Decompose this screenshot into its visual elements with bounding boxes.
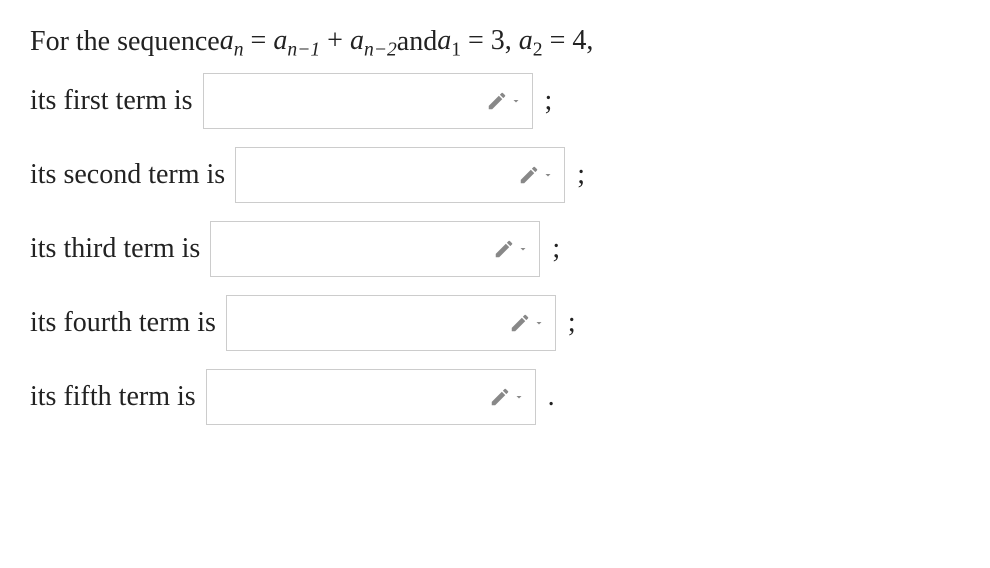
fourth-term-value[interactable] — [237, 300, 501, 346]
pencil-icon — [486, 90, 508, 112]
pencil-icon — [509, 312, 531, 334]
row-punct: ; — [577, 154, 585, 196]
edit-icon[interactable] — [481, 386, 525, 408]
intro-text-2: and — [397, 21, 437, 63]
row-punct: ; — [545, 80, 553, 122]
first-term-input[interactable] — [203, 73, 533, 129]
pencil-icon — [489, 386, 511, 408]
intro-text-1: For the sequence — [30, 21, 220, 63]
question-prompt: For the sequence an = an−1 + an−2 and a1… — [30, 20, 960, 65]
first-term-value[interactable] — [214, 78, 478, 124]
edit-icon[interactable] — [501, 312, 545, 334]
equals-sign: = — [244, 25, 274, 56]
rhs-t2-var: a — [350, 25, 364, 56]
third-term-value[interactable] — [221, 226, 485, 272]
rhs-t2-sub: n−2 — [364, 40, 397, 61]
rhs-t1-sub: n−1 — [287, 40, 320, 61]
first-term-label: its first term is — [30, 80, 193, 122]
plus-sign: + — [320, 25, 350, 56]
chevron-down-icon — [510, 95, 522, 107]
ic1-val: = 3, — [461, 25, 519, 56]
edit-icon[interactable] — [478, 90, 522, 112]
second-term-label: its second term is — [30, 154, 225, 196]
lhs-var: a — [220, 25, 234, 56]
first-term-row: its first term is ; — [30, 73, 960, 129]
edit-icon[interactable] — [510, 164, 554, 186]
third-term-row: its third term is ; — [30, 221, 960, 277]
second-term-value[interactable] — [246, 152, 510, 198]
chevron-down-icon — [542, 169, 554, 181]
ic2-sub: 2 — [533, 40, 543, 61]
second-term-row: its second term is ; — [30, 147, 960, 203]
rhs-t1-var: a — [273, 25, 287, 56]
row-punct: ; — [552, 228, 560, 270]
third-term-label: its third term is — [30, 228, 200, 270]
ic2-val: = 4, — [543, 25, 594, 56]
edit-icon[interactable] — [485, 238, 529, 260]
fifth-term-input[interactable] — [206, 369, 536, 425]
chevron-down-icon — [533, 317, 545, 329]
initial-conditions: a1 = 3, a2 = 4, — [437, 20, 593, 65]
row-punct: ; — [568, 302, 576, 344]
chevron-down-icon — [513, 391, 525, 403]
lhs-sub: n — [234, 40, 244, 61]
fifth-term-row: its fifth term is . — [30, 369, 960, 425]
ic1-var: a — [437, 25, 451, 56]
fourth-term-label: its fourth term is — [30, 302, 216, 344]
fifth-term-label: its fifth term is — [30, 376, 196, 418]
third-term-input[interactable] — [210, 221, 540, 277]
row-punct: . — [548, 376, 555, 418]
pencil-icon — [518, 164, 540, 186]
fourth-term-input[interactable] — [226, 295, 556, 351]
chevron-down-icon — [517, 243, 529, 255]
fifth-term-value[interactable] — [217, 374, 481, 420]
ic1-sub: 1 — [451, 40, 461, 61]
fourth-term-row: its fourth term is ; — [30, 295, 960, 351]
formula: an = an−1 + an−2 — [220, 20, 397, 65]
second-term-input[interactable] — [235, 147, 565, 203]
pencil-icon — [493, 238, 515, 260]
ic2-var: a — [519, 25, 533, 56]
